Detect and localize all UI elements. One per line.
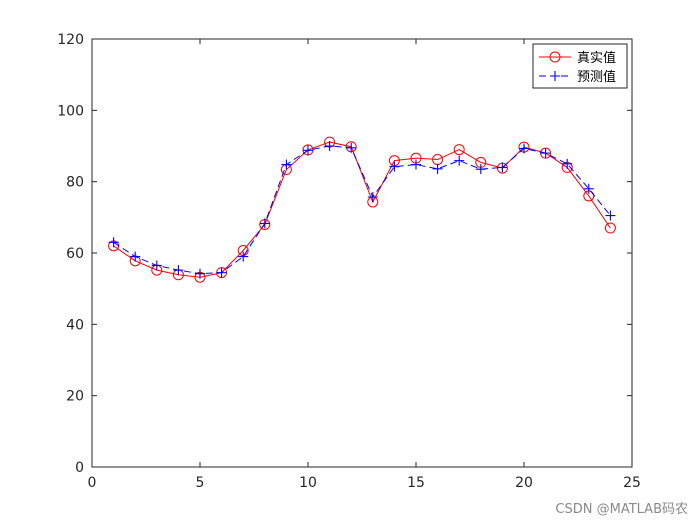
x-tick-label: 5 <box>196 475 205 491</box>
data-point <box>549 51 561 63</box>
legend-label: 预测值 <box>577 69 616 85</box>
data-point <box>605 210 616 221</box>
x-tick-label: 25 <box>623 475 641 491</box>
data-point <box>238 251 249 262</box>
y-tick-label: 60 <box>66 246 84 262</box>
data-point <box>497 162 508 173</box>
x-tick-label: 0 <box>88 475 97 491</box>
data-point <box>583 183 594 194</box>
data-point <box>324 141 335 151</box>
series-layer <box>108 136 616 283</box>
data-point <box>550 71 560 81</box>
data-point <box>540 148 551 159</box>
data-point <box>259 218 270 229</box>
data-point <box>130 251 141 262</box>
data-point <box>411 159 421 170</box>
series-predicted <box>108 141 616 279</box>
data-point <box>173 265 184 276</box>
data-point <box>195 268 205 279</box>
data-point <box>453 144 465 156</box>
x-tick-label: 20 <box>515 475 533 491</box>
axis-ticks: 0 5 10 15 20 25 0 20 40 60 80 100 120 <box>57 32 641 491</box>
y-tick-label: 80 <box>66 175 84 191</box>
data-point <box>432 163 443 174</box>
data-point <box>151 260 162 271</box>
watermark: CSDN @MATLAB码农 <box>555 502 688 517</box>
y-tick-label: 120 <box>57 32 84 48</box>
legend-item: 预测值 <box>539 69 616 85</box>
series-line <box>113 145 611 275</box>
data-point <box>562 158 573 169</box>
axes-box <box>91 38 633 468</box>
legend-label: 真实值 <box>577 50 616 66</box>
data-point <box>519 143 529 154</box>
data-point <box>604 222 616 234</box>
data-point <box>281 159 292 170</box>
legend-item: 真实值 <box>539 50 616 66</box>
y-tick-label: 20 <box>66 389 84 405</box>
data-point <box>108 237 119 248</box>
data-point <box>475 164 486 175</box>
plot-area <box>91 38 633 468</box>
x-tick-label: 10 <box>299 475 317 491</box>
data-point <box>454 155 465 166</box>
y-tick-label: 100 <box>57 103 84 119</box>
y-tick-label: 0 <box>75 460 84 476</box>
y-tick-label: 40 <box>66 317 84 333</box>
x-tick-label: 15 <box>407 475 425 491</box>
data-point <box>346 142 357 153</box>
data-point <box>389 161 400 172</box>
data-point <box>367 192 378 203</box>
legend-box <box>532 43 628 89</box>
data-point <box>303 145 313 156</box>
data-point <box>216 267 227 278</box>
